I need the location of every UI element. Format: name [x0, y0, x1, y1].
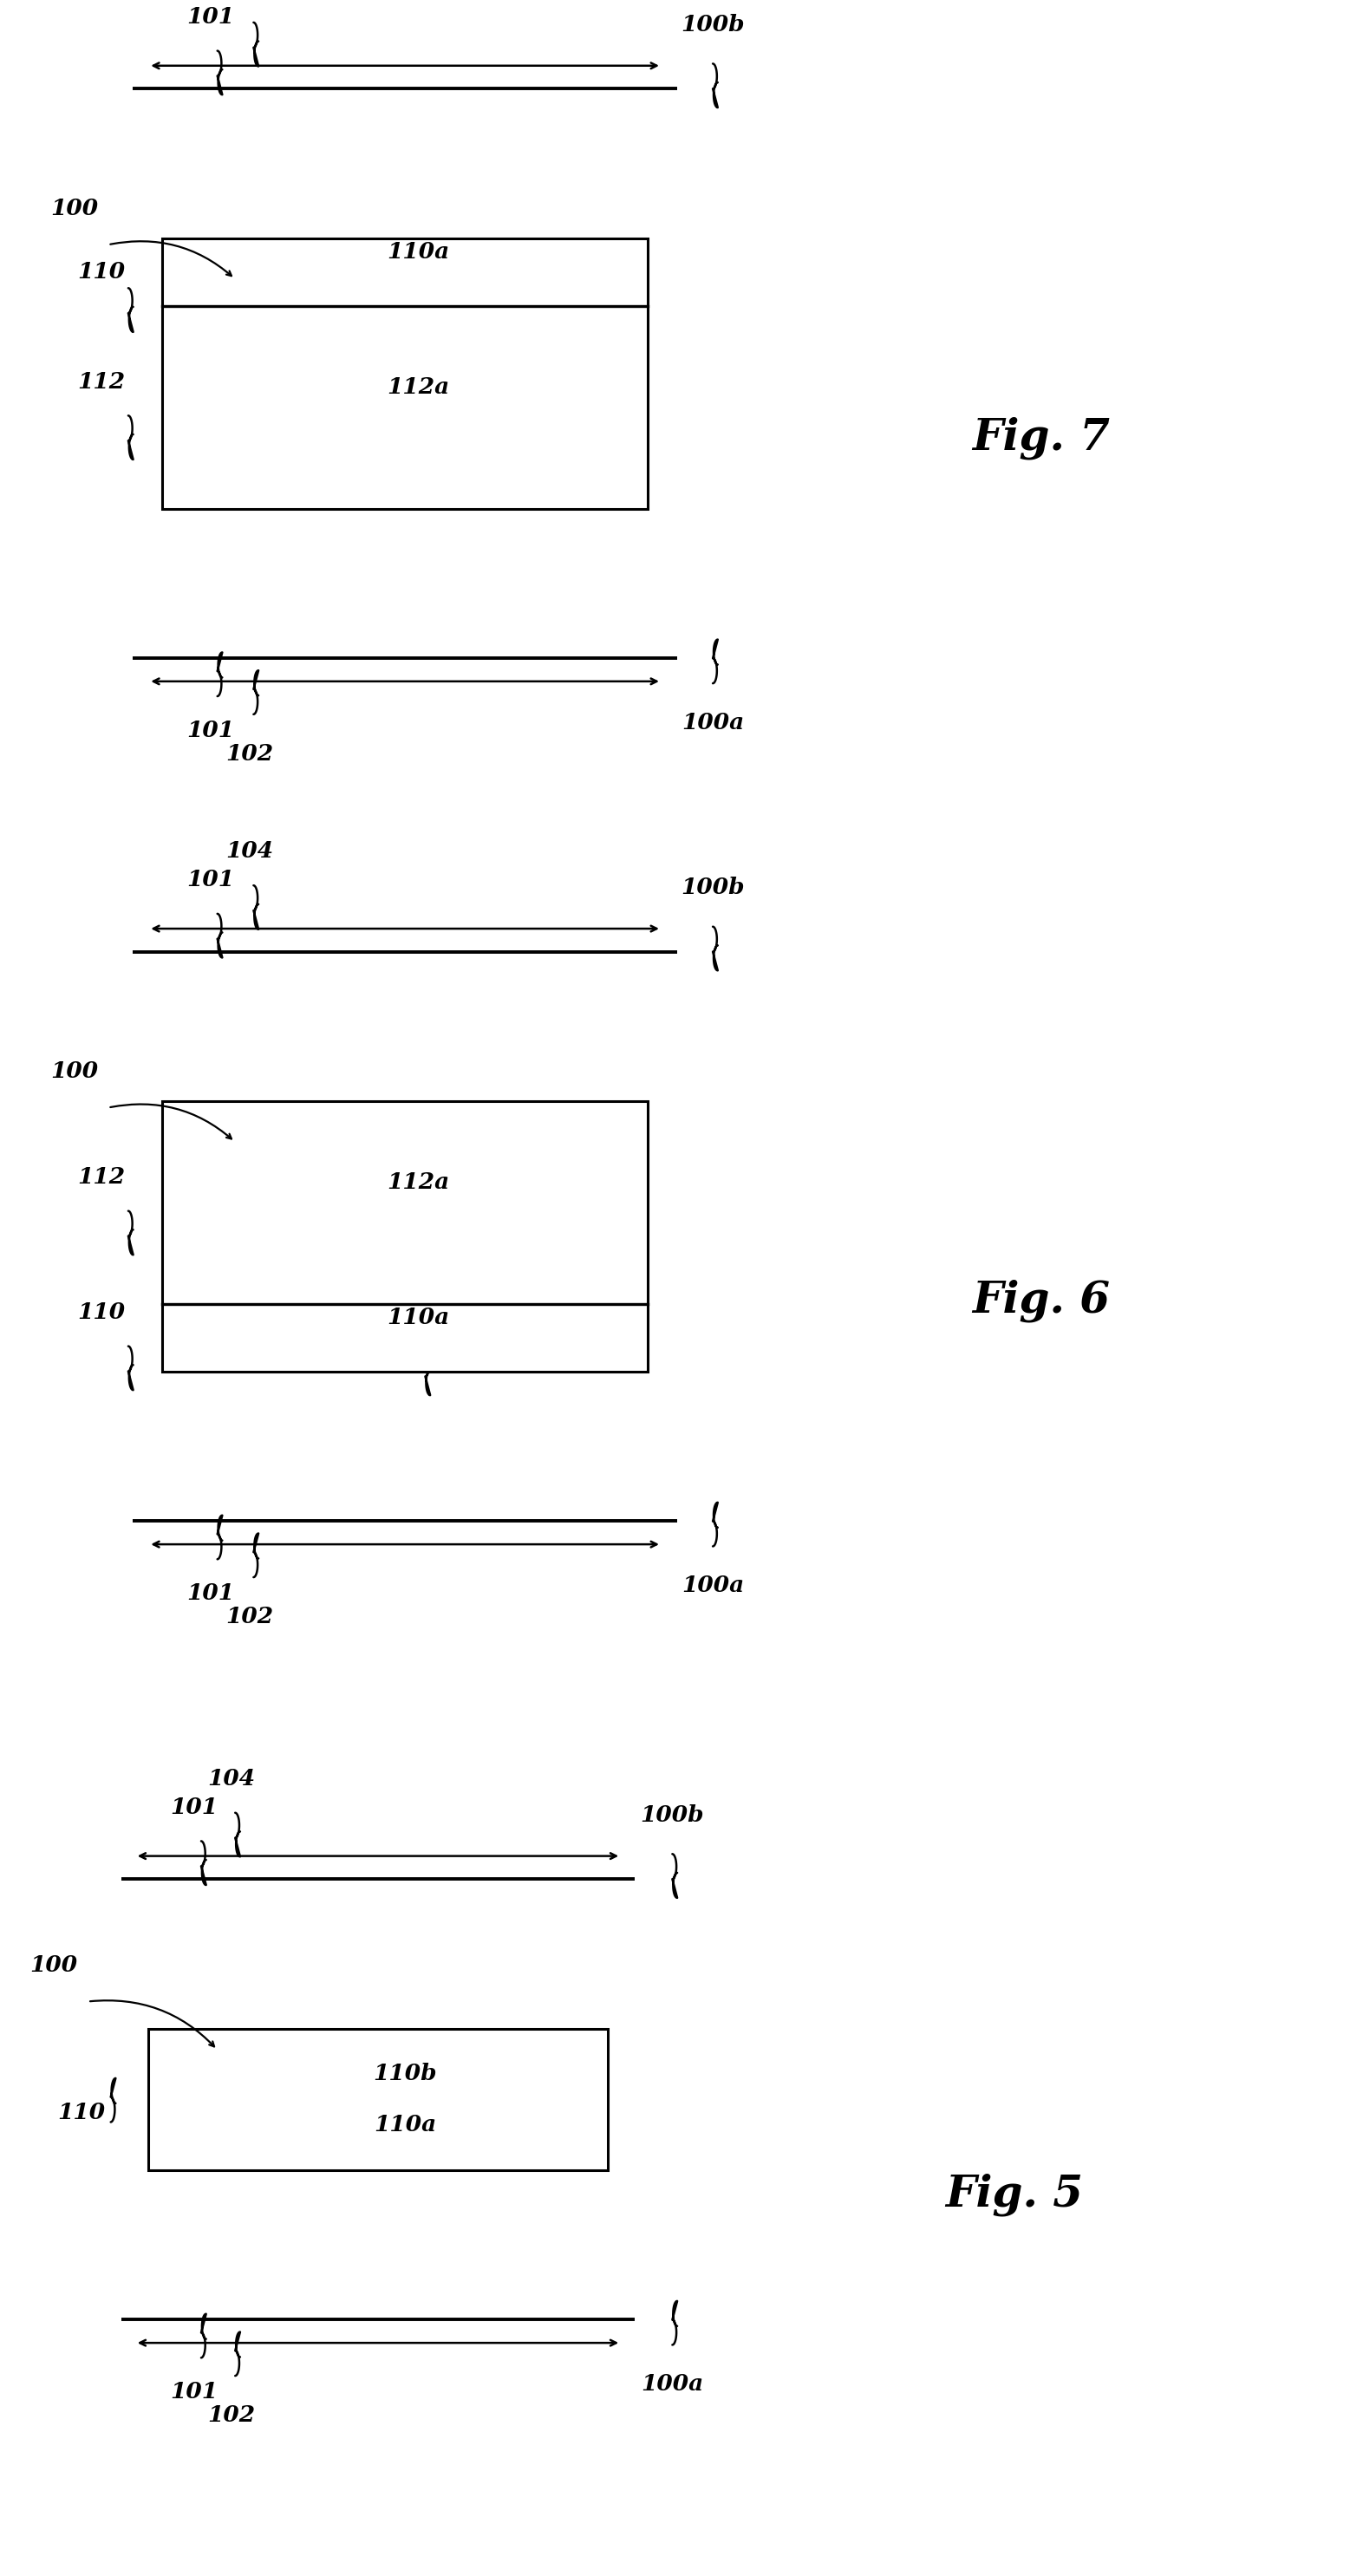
Text: 100: 100 [50, 1061, 99, 1082]
Text: 110a: 110a [387, 240, 450, 263]
Text: 101: 101 [186, 719, 235, 742]
Text: 110a: 110a [387, 1306, 450, 1329]
Text: 100a: 100a [682, 1574, 744, 1597]
Text: 100a: 100a [641, 2372, 703, 2396]
Text: 101: 101 [170, 1795, 219, 1819]
Text: 100: 100 [50, 198, 99, 219]
Text: 102: 102 [207, 2403, 255, 2427]
Text: 110: 110 [57, 2102, 105, 2123]
Text: 100: 100 [30, 1955, 78, 1976]
Text: 101: 101 [186, 1582, 235, 1605]
Bar [162, 240, 648, 510]
Bar [148, 2030, 608, 2169]
Text: 100b: 100b [680, 13, 745, 36]
Text: 112: 112 [77, 1167, 126, 1188]
Text: 101: 101 [186, 5, 235, 28]
Text: 112: 112 [77, 371, 126, 392]
Bar [162, 1103, 648, 1370]
Text: 110a: 110a [374, 2115, 436, 2136]
Text: 100b: 100b [640, 1803, 705, 1826]
Text: 112a: 112a [387, 1172, 450, 1193]
Text: Fig. 5: Fig. 5 [945, 2174, 1083, 2215]
Text: 101: 101 [170, 2380, 219, 2403]
Text: 110: 110 [77, 260, 126, 283]
Text: Fig. 6: Fig. 6 [972, 1280, 1110, 1321]
Text: 101: 101 [186, 868, 235, 891]
Text: Fig. 7: Fig. 7 [972, 417, 1110, 459]
Text: 102: 102 [225, 1605, 274, 1628]
Text: 104: 104 [207, 1767, 255, 1790]
Text: 110: 110 [77, 1301, 126, 1324]
Text: 112a: 112a [387, 376, 450, 397]
Text: 102: 102 [225, 742, 274, 765]
Text: 110b: 110b [373, 2063, 437, 2084]
Text: 100a: 100a [682, 711, 744, 734]
Text: 100b: 100b [680, 876, 745, 899]
Text: 104: 104 [225, 840, 274, 863]
